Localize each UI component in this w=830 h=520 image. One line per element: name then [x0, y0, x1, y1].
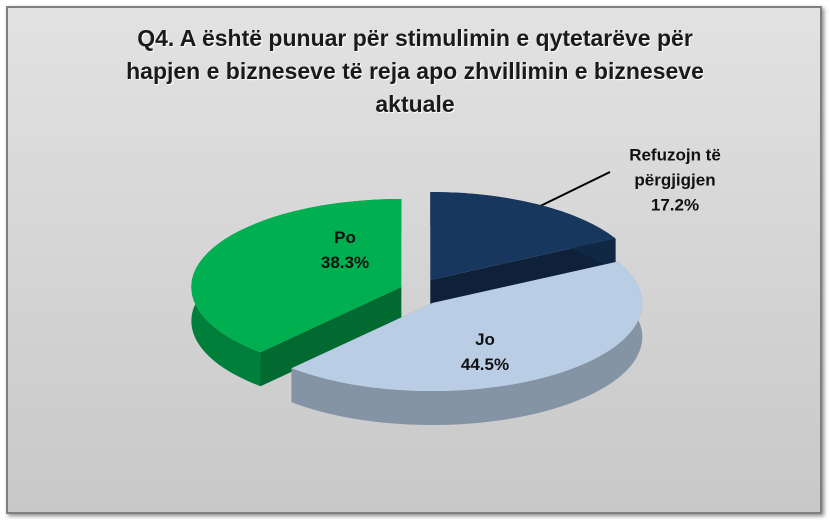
value-label: 17.2% — [650, 195, 700, 215]
slice-top — [191, 198, 402, 353]
leader-line — [527, 171, 611, 213]
value-label: 38.3% — [320, 253, 370, 272]
value-label: 44.5% — [460, 355, 510, 374]
slice-side — [260, 286, 402, 387]
category-label: Refuzojn të përgjigjen — [629, 145, 721, 190]
slice-top — [291, 261, 643, 392]
data-label: Jo 44.5% — [440, 327, 530, 377]
data-label: Refuzojn të përgjigjen 17.2% — [600, 143, 750, 218]
chart-frame — [6, 6, 822, 514]
slice-top — [430, 191, 616, 280]
pie-slice — [191, 198, 402, 387]
chart-title: Q4. A është punuar për stimulimin e qyte… — [126, 25, 704, 117]
data-label: Po 38.3% — [300, 225, 390, 275]
category-label: Po — [334, 228, 356, 247]
category-label: Jo — [475, 330, 495, 349]
slice-wall — [291, 261, 643, 426]
pie-slice — [291, 261, 643, 426]
